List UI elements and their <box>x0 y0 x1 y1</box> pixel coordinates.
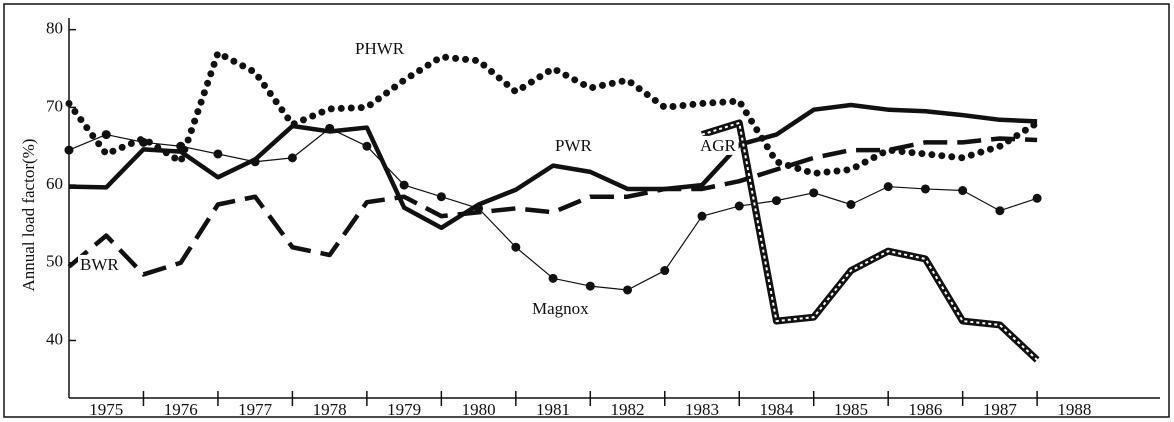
series-marker <box>920 184 930 194</box>
series-line <box>65 49 1041 177</box>
x-tick-label: 1978 <box>313 400 347 419</box>
x-tick-label: 1981 <box>536 400 570 419</box>
series-marker <box>734 201 744 211</box>
series-marker <box>548 273 558 283</box>
series-marker <box>101 130 111 140</box>
x-tick-label: 1975 <box>89 400 123 419</box>
series-label-bg <box>353 38 407 58</box>
series-label: PWR <box>555 136 593 155</box>
x-tick-label: 1983 <box>685 400 719 419</box>
series-marker <box>697 211 707 221</box>
x-tick-label: 1982 <box>611 400 645 419</box>
y-tick-label: 70 <box>46 96 63 115</box>
series-marker <box>399 180 409 190</box>
series-label-bg <box>698 135 739 155</box>
series-label: PHWR <box>355 39 405 58</box>
y-tick-label: 50 <box>46 252 63 271</box>
series-line <box>68 102 1038 231</box>
y-axis-label: Annual load factor(%) <box>19 139 38 292</box>
series-marker <box>623 285 633 295</box>
x-tick-label: 1980 <box>462 400 496 419</box>
y-tick-label: 80 <box>46 19 63 38</box>
x-tick-label: 1976 <box>164 400 198 419</box>
series-marker <box>362 141 372 151</box>
series-line <box>700 119 1040 363</box>
series-line-overlay <box>701 121 1038 361</box>
series-marker <box>474 203 484 213</box>
series-marker <box>1032 193 1042 203</box>
x-tick-label: 1988 <box>1057 400 1091 419</box>
series-marker <box>585 281 595 291</box>
y-tick-label: 40 <box>46 329 63 348</box>
series-marker <box>883 182 893 192</box>
series-marker <box>771 196 781 206</box>
series-label-bg <box>78 254 122 274</box>
series-marker <box>958 186 968 196</box>
series-label-bg <box>530 298 592 318</box>
x-tick-label: 1987 <box>983 400 1018 419</box>
x-tick-label: 1985 <box>834 400 868 419</box>
series-marker <box>325 123 335 133</box>
series-label-bg <box>553 135 595 155</box>
series-label: Magnox <box>532 299 589 318</box>
x-tick-label: 1986 <box>908 400 942 419</box>
series-line <box>67 136 1038 277</box>
series-label: AGR <box>700 136 737 155</box>
x-tick-label: 1977 <box>238 400 273 419</box>
y-tick-label: 60 <box>46 174 63 193</box>
series-marker <box>176 141 186 151</box>
x-tick-label: 1979 <box>387 400 421 419</box>
series-marker <box>436 192 446 202</box>
series-marker <box>995 206 1005 216</box>
series-label: BWR <box>80 255 119 274</box>
series-marker <box>809 188 819 198</box>
series-marker <box>846 200 856 210</box>
frame <box>3 3 1170 418</box>
series-marker <box>250 157 260 167</box>
series-marker <box>64 145 74 155</box>
series-marker <box>138 137 148 147</box>
series-marker <box>511 242 521 252</box>
x-tick-label: 1984 <box>759 400 794 419</box>
series-marker <box>660 266 670 276</box>
series-marker <box>287 153 297 163</box>
series-marker <box>213 149 223 159</box>
